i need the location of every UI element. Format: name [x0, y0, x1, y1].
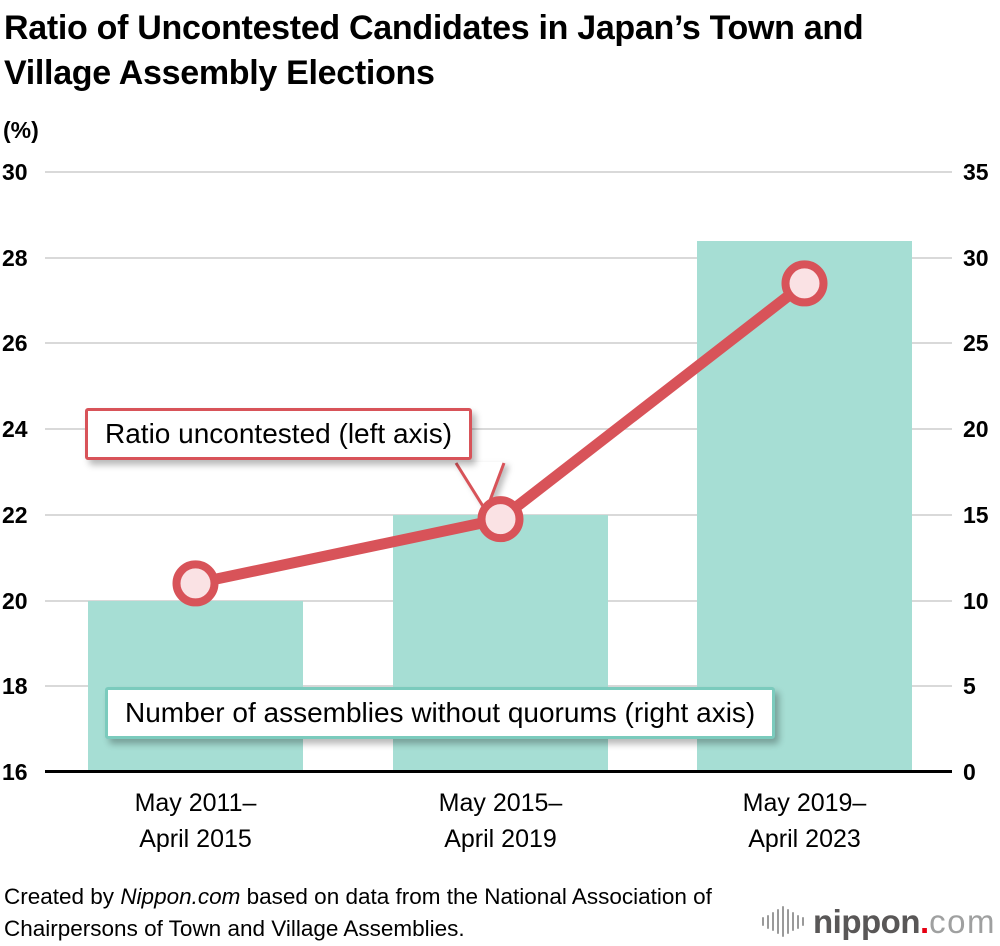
gridline: [45, 256, 952, 259]
tick-right-label: 30: [963, 244, 989, 271]
logo-com: com: [929, 903, 996, 940]
category-label-line: April 2023: [748, 824, 861, 853]
tick-right-label: 20: [963, 416, 989, 443]
annotation-ratio-label: Ratio uncontested (left axis): [85, 408, 473, 460]
category-label-line: April 2015: [139, 824, 252, 853]
line-marker-0: [172, 560, 219, 607]
annotation-quorum-label: Number of assemblies without quorums (ri…: [105, 687, 776, 739]
annotation-quorum-text: Number of assemblies without quorums (ri…: [125, 697, 756, 728]
gridline: [45, 342, 952, 345]
logo-dot: .: [919, 903, 930, 940]
category-label-line: April 2019: [444, 824, 557, 853]
left-axis-unit-label: (%): [3, 117, 39, 143]
bar-2: [697, 240, 912, 772]
credit-prefix: Created by: [4, 884, 121, 909]
tick-right-label: 25: [963, 330, 989, 357]
tick-left-label: 28: [2, 244, 28, 271]
tick-left-label: 22: [2, 501, 28, 528]
chart-title: Ratio of Uncontested Candidates in Japan…: [4, 9, 864, 92]
tick-right-label: 0: [963, 759, 976, 785]
category-label-line: May 2019–: [742, 789, 867, 817]
annotation-ratio-text: Ratio uncontested (left axis): [105, 418, 453, 449]
tick-left-label: 16: [2, 759, 28, 785]
logo-wordmark: nippon.com: [813, 905, 996, 938]
bar-0: [88, 600, 303, 772]
tick-left-label: 30: [2, 159, 28, 185]
line-marker-2: [781, 260, 828, 307]
tick-right-label: 15: [963, 501, 989, 528]
line-series-layer: [172, 260, 828, 607]
tick-right-label: 10: [963, 587, 989, 614]
category-label-line: May 2015–: [438, 789, 563, 817]
tick-left-label: 18: [2, 673, 28, 700]
logo-nippon: nippon: [813, 903, 920, 940]
category-label-line: May 2011–: [134, 789, 257, 817]
category-label-0: May 2011– April 2015: [46, 786, 346, 857]
gridline: [45, 428, 952, 431]
tick-right-label: 5: [963, 673, 976, 700]
tick-left-label: 24: [2, 416, 28, 443]
line-marker-1: [477, 496, 524, 543]
x-axis-line: [45, 770, 952, 773]
soundwave-bars-icon: [761, 906, 805, 937]
gridline: [45, 171, 952, 173]
category-label-2: May 2019– April 2023: [655, 786, 955, 857]
source-credit: Created by Nippon.com based on data from…: [4, 881, 749, 945]
credit-suffix: based on data from the National Associat…: [4, 884, 712, 941]
tick-right-label: 35: [963, 159, 989, 185]
category-label-1: May 2015– April 2019: [351, 786, 651, 857]
tick-left-label: 26: [2, 330, 28, 357]
nippon-com-logo: nippon.com: [761, 905, 996, 938]
credit-source: Nippon.com: [120, 884, 241, 909]
tick-left-label: 20: [2, 587, 28, 614]
